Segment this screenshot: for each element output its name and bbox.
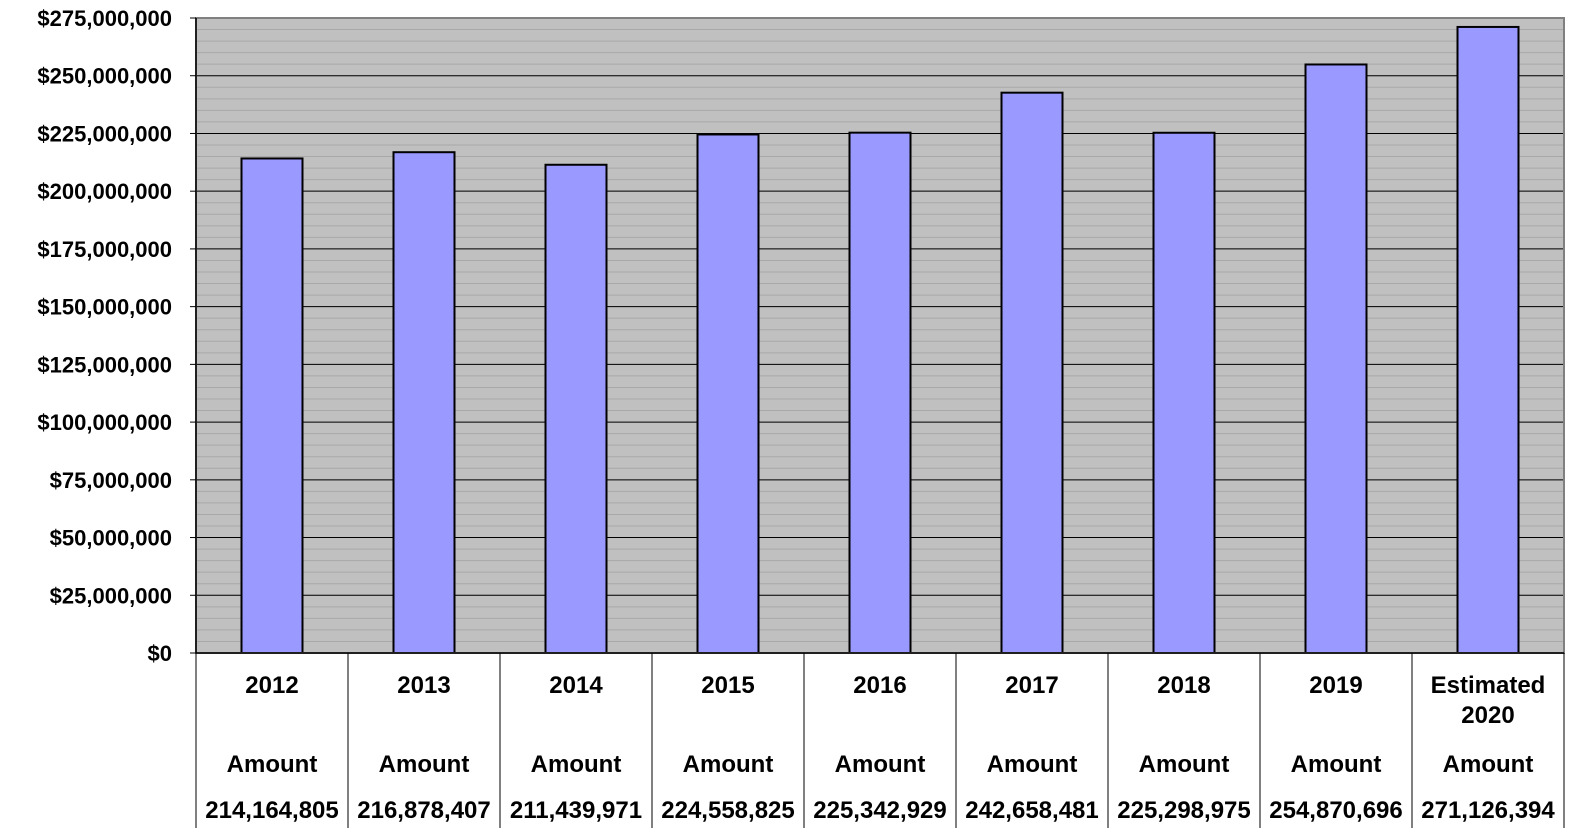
category-label: 2018 [1157, 672, 1210, 699]
amount-value-label: 242,658,481 [965, 797, 1098, 824]
amount-row-label: Amount [531, 751, 622, 778]
category-label: Estimated [1431, 672, 1546, 699]
amount-value-label: 216,878,407 [357, 797, 490, 824]
amount-row-label: Amount [1291, 751, 1382, 778]
amount-value-label: 225,342,929 [813, 797, 946, 824]
amount-value-label: 224,558,825 [661, 797, 794, 824]
category-label: 2014 [549, 672, 603, 699]
bar [240, 157, 304, 654]
y-tick-label: $200,000,000 [37, 179, 172, 204]
y-tick-label: $125,000,000 [37, 352, 172, 377]
amount-row-label: Amount [683, 751, 774, 778]
amount-value-label: 214,164,805 [205, 797, 338, 824]
amount-row-label: Amount [1443, 751, 1534, 778]
category-label: 2019 [1309, 672, 1362, 699]
y-tick-label: $275,000,000 [37, 6, 172, 31]
data-table: 2012 Amount 214,164,805 2013 Amount 216,878,4… [195, 653, 1565, 828]
y-tick-label: $225,000,000 [37, 121, 172, 146]
amount-value-label: 254,870,696 [1269, 797, 1402, 824]
category-label: 2015 [701, 672, 754, 699]
bar [1456, 25, 1520, 654]
y-tick-label: $75,000,000 [50, 468, 172, 493]
axes [190, 17, 1565, 654]
category-label: 2012 [245, 672, 298, 699]
category-label: 2013 [397, 672, 450, 699]
bar [1304, 63, 1368, 654]
amount-row-label: Amount [835, 751, 926, 778]
amount-row-label: Amount [227, 751, 318, 778]
bar [1152, 131, 1216, 655]
y-tick-label: $175,000,000 [37, 237, 172, 262]
category-label: 2016 [853, 672, 906, 699]
category-label: 2020 [1461, 702, 1514, 729]
amount-value-label: 271,126,394 [1421, 797, 1555, 824]
y-tick-label: $150,000,000 [37, 295, 172, 320]
y-tick-label: $100,000,000 [37, 410, 172, 435]
y-tick-label: $0 [148, 641, 172, 666]
category-label: 2017 [1005, 672, 1058, 699]
y-tick-label: $250,000,000 [37, 64, 172, 89]
bar [544, 163, 608, 654]
y-tick-labels: $0 $25,000,000 $50,000,000 $75,000,000 $100,… [37, 6, 172, 666]
bar [848, 131, 912, 654]
bars [240, 25, 1520, 655]
y-tick-label: $50,000,000 [50, 526, 172, 551]
amount-row-label: Amount [1139, 751, 1230, 778]
bar [696, 133, 760, 654]
amount-row-label: Amount [987, 751, 1078, 778]
y-tick-label: $25,000,000 [50, 583, 172, 608]
bar [392, 151, 456, 654]
amount-value-label: 211,439,971 [510, 797, 642, 824]
amount-row-label: Amount [379, 751, 470, 778]
amount-value-label: 225,298,975 [1117, 797, 1250, 824]
bar [1000, 91, 1064, 654]
